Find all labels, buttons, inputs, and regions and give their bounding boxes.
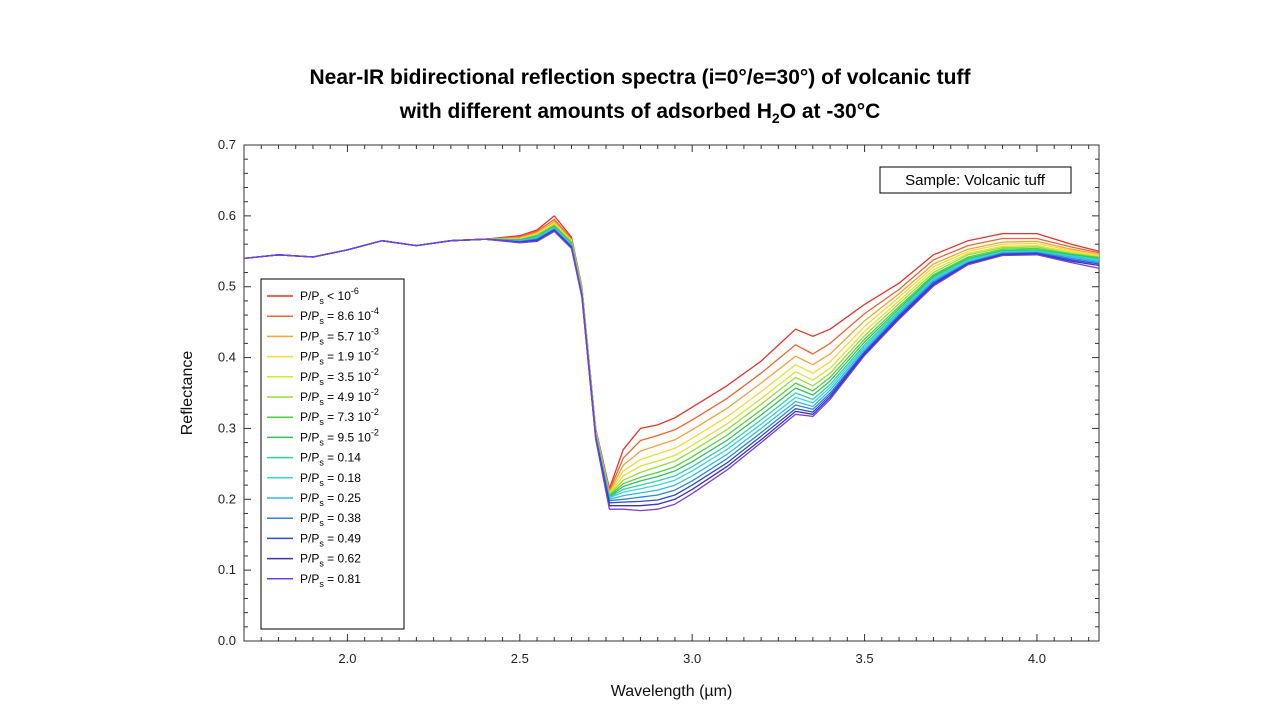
y-axis-label: Reflectance (179, 351, 196, 436)
y-tick-label: 0.0 (218, 633, 236, 648)
axes-layer: 0.0 0.1 0.2 0.3 0.4 0.5 0.6 0.7 2.0 2.5 3.0 3.5 4.0 (218, 137, 1100, 666)
y-tick-label: 0.4 (218, 350, 236, 365)
x-tick-label: 2.5 (511, 651, 529, 666)
y-tick-label: 0.2 (218, 491, 236, 506)
sample-box (879, 166, 1072, 194)
legend-label: P/Ps = 9.5 10-2 (300, 427, 379, 447)
series-layer (243, 215, 1100, 512)
series-line-15 (243, 230, 1100, 512)
legend-label: P/Ps = 8.6 10-4 (300, 306, 379, 326)
legend-label: P/Ps = 0.14 (300, 451, 361, 468)
legend-label: P/Ps < 10-6 (300, 286, 359, 306)
annotation-layer: Sample: Volcanic tuff (879, 166, 1072, 194)
legend-label: P/Ps = 0.25 (300, 491, 361, 508)
legend-label: P/Ps = 0.18 (300, 471, 361, 488)
chart-title-line-1: Near-IR bidirectional reflection spectra… (309, 66, 971, 89)
y-tick-label: 0.6 (218, 208, 236, 223)
legend-label: P/Ps = 0.49 (300, 531, 361, 548)
y-tick-label: 0.5 (218, 279, 236, 294)
legend-label: P/Ps = 5.7 10-3 (300, 326, 379, 346)
legend-box (260, 278, 405, 630)
title-subscript: 2 (771, 110, 780, 127)
x-axis-label: Wavelength (µm) (611, 683, 733, 700)
x-tick-label: 3.0 (683, 651, 701, 666)
legend-label: P/Ps = 0.38 (300, 511, 361, 528)
x-tick-label: 3.5 (856, 651, 874, 666)
legend-label: P/Ps = 0.81 (300, 572, 361, 589)
x-tick-label: 2.0 (338, 651, 356, 666)
legend-label: P/Ps = 1.9 10-2 (300, 347, 379, 367)
x-tick-label: 4.0 (1028, 651, 1046, 666)
y-tick-label: 0.1 (218, 562, 236, 577)
title-line-2-text: with different amounts of adsorbed H (399, 100, 772, 123)
y-tick-label: 0.3 (218, 420, 236, 435)
chart-title-line-2: with different amounts of adsorbed H2O a… (0, 100, 1280, 126)
legend-label: P/Ps = 7.3 10-2 (300, 407, 379, 427)
legend: P/Ps < 10-6P/Ps = 8.6 10-4P/Ps = 5.7 10-… (260, 278, 405, 630)
legend-label: P/Ps = 0.62 (300, 552, 361, 569)
sample-label: Sample: Volcanic tuff (905, 172, 1046, 189)
plot-frame (243, 144, 1100, 642)
legend-label: P/Ps = 3.5 10-2 (300, 367, 379, 387)
title-line-2-end: O at -30°C (779, 100, 881, 123)
legend-label: P/Ps = 4.9 10-2 (300, 387, 379, 407)
y-tick-label: 0.7 (218, 137, 236, 152)
